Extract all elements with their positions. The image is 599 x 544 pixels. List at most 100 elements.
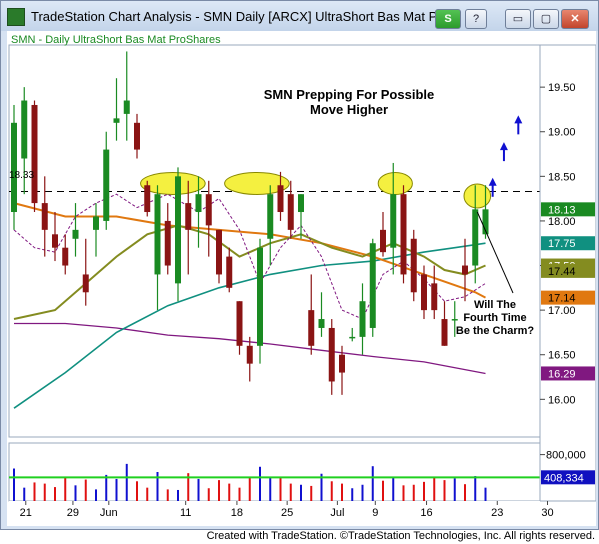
candle-body	[62, 247, 69, 266]
footer-credit: Created with TradeStation. ©TradeStation…	[0, 530, 599, 544]
price-tag	[541, 366, 595, 381]
x-tick-label: 23	[491, 507, 503, 519]
symbol-link-button[interactable]: S	[435, 9, 461, 29]
annotation-pointer-line	[476, 211, 514, 294]
axes-layer: 16.0016.5017.0017.5018.0018.5019.0019.50…	[9, 44, 597, 519]
resistance-test-highlight	[140, 171, 206, 195]
annotation-title-line-2: Move Higher	[310, 102, 388, 117]
candle-body	[441, 319, 448, 346]
annotations-layer	[476, 115, 523, 294]
candle-body	[226, 256, 233, 288]
candle-body	[185, 203, 192, 230]
x-tick-label: 30	[541, 507, 553, 519]
candle-body	[123, 100, 130, 114]
candle-body	[400, 194, 407, 275]
chart-area: 16.0016.5017.0017.5018.0018.5019.0019.50…	[7, 31, 597, 526]
x-tick-label: 29	[67, 507, 79, 519]
candle-body	[205, 194, 212, 226]
up-arrow-head	[488, 177, 497, 186]
tradestation-app-icon	[7, 8, 25, 26]
moving-average-teal	[13, 242, 486, 409]
close-button[interactable]: ✕	[561, 9, 589, 29]
candle-body	[103, 149, 110, 221]
candle-body	[390, 194, 397, 248]
candle-body	[472, 209, 479, 266]
candle-body	[236, 301, 243, 346]
price-tag	[541, 263, 595, 278]
candle-body	[482, 209, 489, 235]
candle-body	[82, 274, 89, 293]
up-arrow-head	[499, 142, 508, 151]
restore-button[interactable]: ▢	[533, 9, 559, 29]
title-bar: TradeStation Chart Analysis - SMN Daily …	[1, 1, 598, 31]
volume-average-tag	[541, 470, 595, 485]
x-tick-label: 18	[231, 507, 243, 519]
chart-legend: SMN - Daily UltraShort Bas Mat ProShares	[11, 34, 221, 46]
candle-body	[369, 243, 376, 328]
resistance-test-highlight	[463, 183, 492, 209]
candle-body	[11, 122, 17, 213]
candle-body	[328, 327, 335, 382]
volume-panel	[8, 442, 541, 502]
candle-body	[298, 194, 304, 213]
annotation-question-line-3: Be the Charm?	[456, 325, 535, 337]
help-button[interactable]: ?	[465, 9, 487, 29]
candle-body	[195, 194, 202, 213]
price-tag-label: 17.14	[548, 293, 576, 305]
price-tag-label: 17.75	[548, 238, 576, 250]
y-tick-label: 19.50	[548, 82, 576, 94]
y-tick-label: 16.00	[548, 394, 576, 406]
candle-body	[113, 118, 120, 123]
volume-plot-frame	[8, 442, 541, 502]
annotation-question-line-1: Will The	[474, 299, 516, 311]
candle-body	[349, 336, 356, 339]
candle-body	[72, 229, 79, 239]
candle-body	[144, 185, 151, 213]
candle-body	[154, 194, 161, 275]
candle-body	[246, 345, 253, 364]
y-tick-label: 17.00	[548, 305, 576, 317]
minimize-button[interactable]: ▭	[505, 9, 531, 29]
candle-body	[431, 283, 438, 311]
annotation-question-line-2: Fourth Time	[463, 312, 526, 324]
price-tag	[541, 202, 595, 217]
x-tick-label: Jun	[100, 507, 118, 519]
candle-body	[216, 229, 222, 275]
x-tick-label: 21	[20, 507, 32, 519]
candle-body	[41, 203, 48, 230]
x-tick-label: 25	[281, 507, 293, 519]
moving-average-dotted	[13, 193, 486, 320]
candle-body	[93, 216, 99, 230]
volume-average-tag-label: 408,334	[544, 472, 584, 484]
price-tag	[541, 290, 595, 305]
candle-body	[451, 319, 458, 321]
price-chart: 16.0016.5017.0017.5018.0018.5019.0019.50…	[8, 34, 597, 519]
price-tag	[541, 236, 595, 251]
candle-body	[287, 194, 294, 230]
candle-body	[462, 265, 468, 275]
y-tick-label: 18.00	[548, 216, 576, 228]
candle-body	[134, 122, 140, 150]
price-tag-label: 16.29	[548, 368, 576, 380]
candle-body	[380, 229, 386, 253]
resistance-test-highlight	[224, 171, 290, 195]
chart-window: TradeStation Chart Analysis - SMN Daily …	[0, 0, 599, 530]
volume-tick-label: 800,000	[546, 450, 586, 462]
x-tick-label: Jul	[330, 507, 344, 519]
x-tick-label: 11	[180, 507, 191, 519]
candle-body	[308, 310, 315, 346]
resistance-test-highlight	[377, 171, 413, 195]
candle-body	[257, 247, 263, 346]
annotation-title-line-1: SMN Prepping For Possible	[264, 87, 434, 102]
y-tick-label: 18.50	[548, 171, 576, 183]
up-arrow-head	[514, 115, 523, 124]
x-axis-band	[9, 501, 540, 519]
price-tag-label: 17.44	[548, 266, 576, 278]
candle-body	[318, 319, 325, 328]
y-tick-label: 16.50	[548, 350, 576, 362]
candle-body	[164, 220, 171, 266]
window-title: TradeStation Chart Analysis - SMN Daily …	[31, 9, 460, 24]
candle-body	[339, 354, 345, 373]
candle-body	[359, 301, 366, 337]
x-tick-label: 9	[372, 507, 378, 519]
